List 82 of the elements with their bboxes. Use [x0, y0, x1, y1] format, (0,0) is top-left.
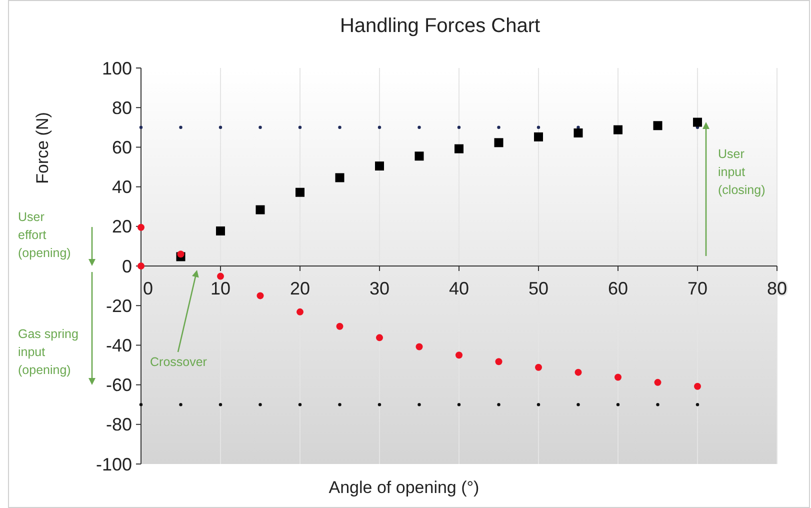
y-tick-label: -100 — [96, 454, 132, 474]
point — [258, 403, 262, 406]
point — [218, 403, 222, 406]
point — [216, 226, 225, 236]
point — [574, 368, 582, 376]
point — [535, 364, 542, 371]
point — [576, 403, 580, 406]
point — [494, 138, 504, 148]
point — [457, 403, 461, 406]
point — [378, 126, 382, 129]
point — [656, 403, 660, 406]
y-tick-label: 20 — [112, 216, 132, 237]
point — [177, 250, 184, 258]
point — [414, 152, 424, 161]
point — [574, 128, 583, 138]
point — [536, 126, 540, 129]
point — [256, 292, 264, 300]
point — [694, 382, 701, 390]
y-tick-label: 40 — [112, 177, 132, 198]
point — [336, 322, 344, 330]
point — [258, 126, 262, 129]
point — [614, 125, 622, 134]
point — [256, 205, 265, 214]
text: User effort (opening) — [18, 210, 71, 260]
point — [616, 403, 620, 406]
point — [654, 378, 662, 386]
x-axis-title: Angle of opening (°) — [328, 478, 480, 497]
point — [338, 126, 342, 129]
point — [139, 126, 143, 129]
point — [217, 272, 224, 280]
point — [376, 334, 383, 342]
x-tick-label: 70 — [687, 278, 708, 298]
text: Gas spring input (opening) — [18, 327, 78, 377]
point — [693, 118, 702, 127]
y-tick-label: -40 — [106, 336, 132, 356]
point — [614, 374, 622, 381]
point — [138, 224, 144, 231]
y-tick-label: -80 — [106, 414, 132, 435]
point — [497, 403, 500, 406]
x-tick-label: 80 — [766, 278, 788, 298]
point — [338, 403, 342, 406]
x-tick-label: 20 — [290, 278, 310, 298]
chart-title: Handling Forces Chart — [340, 15, 540, 37]
y-tick-label: 80 — [112, 98, 132, 118]
point — [456, 352, 462, 359]
point — [418, 126, 421, 129]
point — [536, 403, 540, 406]
point — [375, 162, 384, 171]
point — [495, 358, 502, 366]
point — [416, 343, 423, 350]
point — [418, 403, 421, 406]
annotation: Crossover — [150, 355, 207, 369]
point — [534, 132, 543, 142]
y-tick-label: 60 — [112, 138, 132, 158]
point — [378, 403, 382, 406]
y-tick-label: 100 — [102, 58, 132, 78]
y-axis-title: Force (N) — [33, 112, 52, 184]
y-tick-label: -60 — [106, 375, 132, 396]
x-tick-label: 50 — [528, 278, 549, 298]
point — [298, 403, 302, 406]
x-tick-label: 30 — [369, 278, 390, 298]
point — [335, 173, 344, 182]
point — [457, 126, 461, 129]
point — [179, 126, 182, 129]
point — [139, 403, 143, 406]
point — [576, 126, 580, 129]
point — [179, 403, 182, 406]
x-tick-label: 0 — [142, 278, 154, 298]
point — [696, 403, 700, 406]
x-tick-label: 60 — [608, 278, 628, 298]
point — [497, 126, 500, 129]
annotation: User input (closing) — [718, 147, 766, 197]
x-tick-label: 40 — [448, 278, 470, 298]
point — [218, 126, 222, 129]
y-tick-label: 0 — [122, 256, 132, 276]
point — [296, 308, 304, 316]
y-tick-label: -20 — [106, 296, 132, 316]
point — [653, 121, 662, 130]
point — [296, 188, 304, 197]
x-tick-label: 10 — [210, 278, 231, 298]
point — [298, 126, 302, 129]
point — [454, 144, 464, 154]
